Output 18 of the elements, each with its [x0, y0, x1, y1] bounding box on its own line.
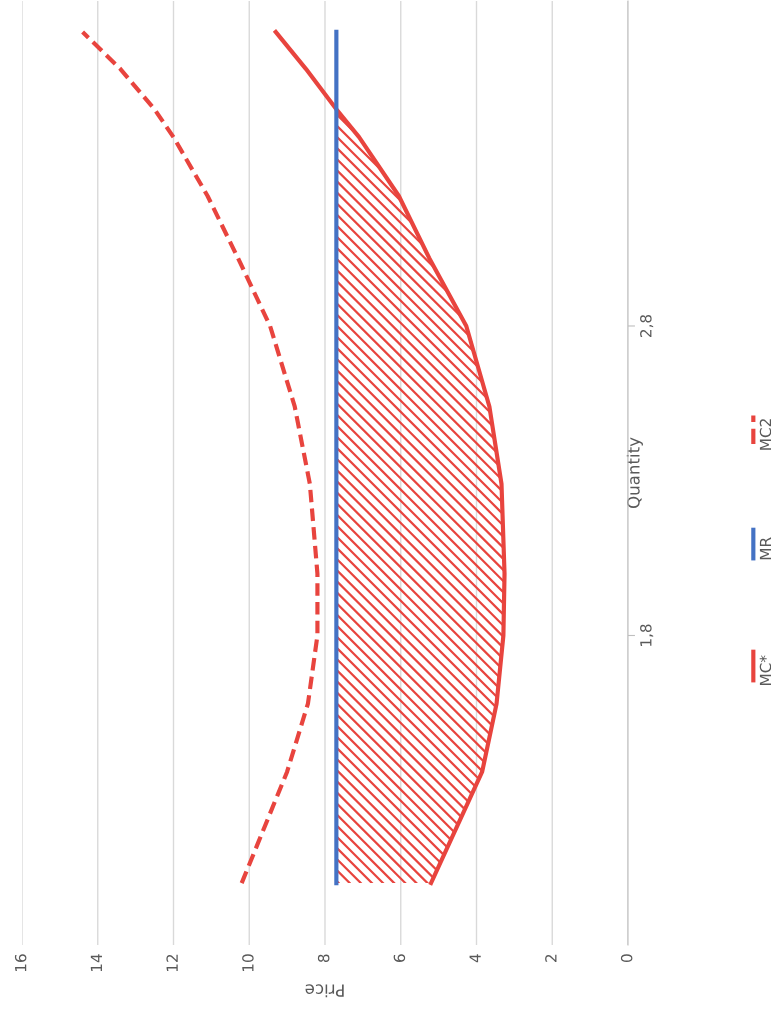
y-tick-label: 2,8 [640, 314, 654, 338]
x-axis-title: Price [305, 984, 344, 998]
y-tick-label: 1,8 [640, 624, 654, 646]
line-series [80, 29, 320, 886]
legend-label: MR [759, 537, 771, 560]
x-tick-label: 12 [166, 954, 178, 972]
y-axis-title: Quantity [626, 437, 643, 509]
line-series [273, 29, 507, 886]
x-tick-label: 16 [14, 954, 27, 972]
x-tick-label: 10 [242, 954, 254, 972]
x-tick-label: 8 [317, 954, 330, 963]
legend-label: MC2 [759, 419, 771, 450]
legend-label: MC* [759, 655, 771, 685]
x-tick-label: 2 [545, 954, 557, 962]
x-tick-label: 4 [469, 954, 481, 963]
x-tick-label: 0 [620, 954, 633, 963]
x-tick-label: 6 [393, 954, 406, 962]
x-tick-label: 14 [90, 954, 102, 972]
